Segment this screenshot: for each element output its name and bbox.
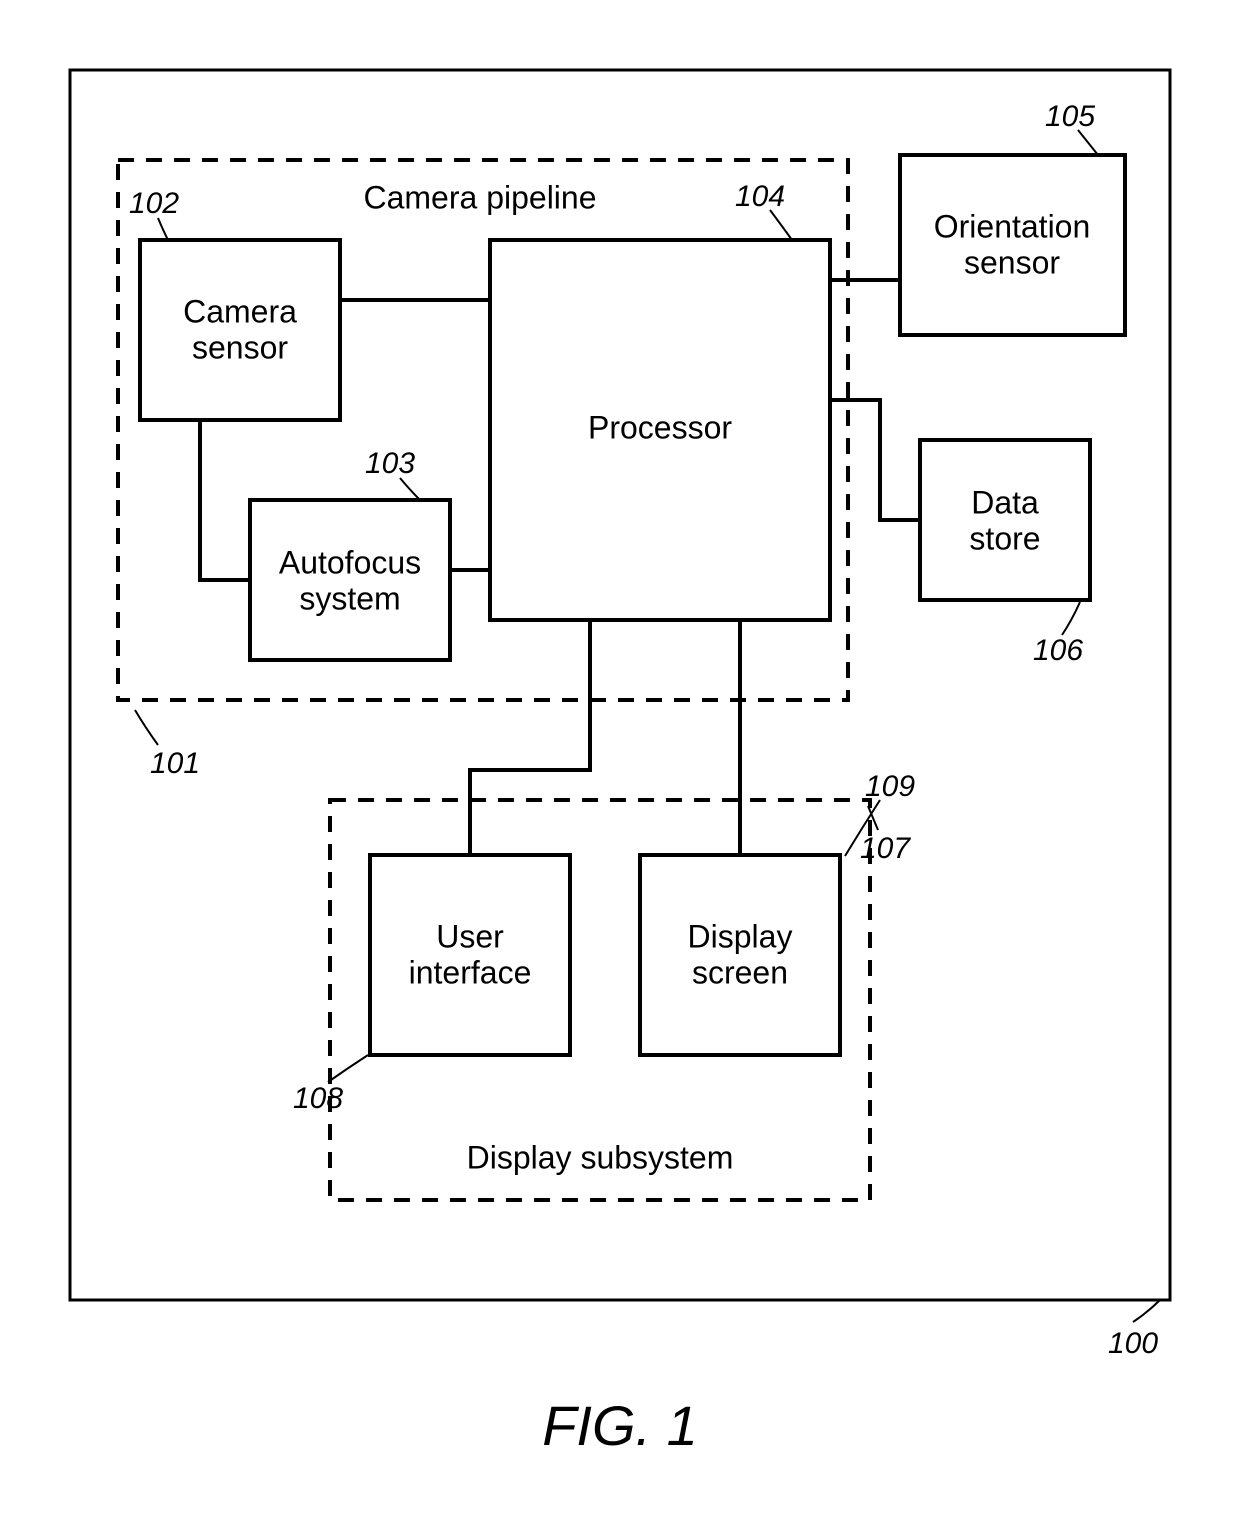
data-store-label-1: Data — [971, 484, 1039, 520]
user-interface-label-2: interface — [409, 954, 532, 990]
display-screen-label-2: screen — [692, 954, 788, 990]
ref-106: 106 — [1033, 634, 1083, 667]
ref-103: 103 — [365, 447, 415, 480]
orientation-label-1: Orientation — [934, 208, 1091, 244]
processor-label: Processor — [588, 409, 732, 445]
ref-104: 104 — [735, 180, 785, 213]
display-screen-label-1: Display — [688, 918, 793, 954]
user-interface-label-1: User — [436, 918, 504, 954]
camera-pipeline-label: Camera pipeline — [363, 179, 596, 215]
autofocus-label-2: system — [299, 580, 400, 616]
ref-102: 102 — [129, 187, 179, 220]
lead-100 — [1133, 1300, 1160, 1322]
orientation-label-2: sensor — [964, 244, 1060, 280]
ref-107: 107 — [860, 832, 911, 865]
autofocus-label-1: Autofocus — [279, 544, 421, 580]
camera-sensor-label-2: sensor — [192, 329, 288, 365]
ref-109: 109 — [865, 770, 915, 803]
display-subsystem-label: Display subsystem — [467, 1139, 734, 1175]
ref-101: 101 — [150, 747, 200, 780]
figure-caption: FIG. 1 — [542, 1394, 698, 1457]
ref-100: 100 — [1108, 1327, 1158, 1360]
ref-108: 108 — [293, 1082, 343, 1115]
camera-sensor-label-1: Camera — [183, 293, 297, 329]
ref-105: 105 — [1045, 100, 1095, 133]
data-store-label-2: store — [969, 520, 1040, 556]
figure-svg: Camera pipeline Display subsystem Camera… — [0, 0, 1240, 1535]
